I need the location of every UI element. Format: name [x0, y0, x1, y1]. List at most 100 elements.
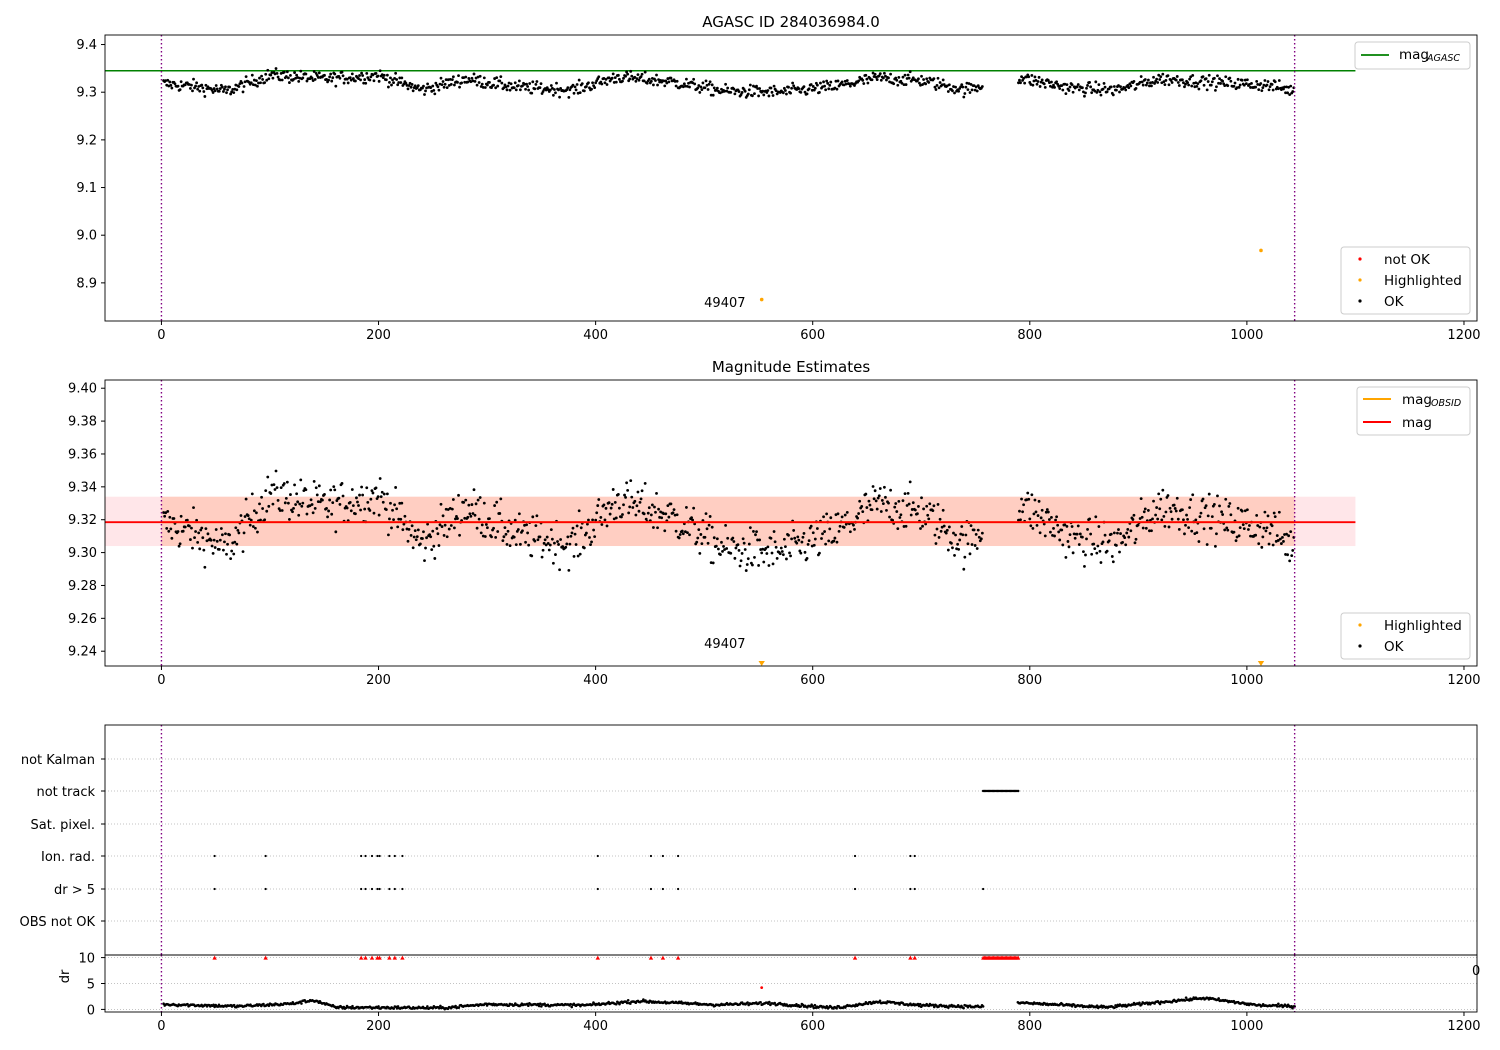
- legend-label: mag: [1402, 392, 1432, 408]
- data-point: [805, 92, 809, 96]
- data-point: [1038, 531, 1042, 535]
- data-point: [1245, 78, 1249, 82]
- data-point: [1193, 532, 1197, 536]
- data-point: [400, 76, 404, 80]
- data-point: [442, 534, 446, 537]
- data-point: [578, 91, 582, 95]
- data-point: [448, 77, 452, 81]
- data-point: [237, 531, 241, 535]
- data-point: [1161, 72, 1165, 76]
- data-point: [975, 89, 979, 93]
- data-point: [625, 481, 629, 485]
- data-point: [1254, 533, 1258, 537]
- data-point: [387, 85, 390, 89]
- data-point: [1056, 523, 1060, 527]
- data-point: [720, 87, 723, 91]
- data-point: [355, 496, 358, 500]
- data-point: [951, 546, 954, 550]
- data-point: [1022, 503, 1026, 507]
- data-point: [466, 515, 470, 519]
- data-point: [431, 529, 435, 533]
- data-point: [1181, 508, 1184, 512]
- data-point: [779, 546, 783, 550]
- data-point: [764, 546, 768, 550]
- data-point: [224, 85, 227, 89]
- data-point: [628, 505, 632, 509]
- data-point: [388, 81, 391, 84]
- data-point: [1046, 79, 1050, 82]
- data-point: [193, 536, 196, 539]
- data-point: [433, 92, 437, 96]
- data-point: [1177, 84, 1181, 87]
- data-point: [318, 500, 322, 504]
- flag-point: [376, 854, 379, 858]
- data-point: [887, 501, 890, 505]
- data-point: [1086, 84, 1089, 87]
- data-point: [447, 83, 451, 87]
- data-point: [549, 84, 553, 87]
- data-point: [1095, 90, 1099, 94]
- data-point: [527, 543, 531, 547]
- dr-point: [1184, 996, 1188, 999]
- data-point: [596, 504, 600, 507]
- data-point: [1265, 526, 1269, 530]
- data-point: [326, 515, 329, 519]
- data-point: [1072, 532, 1076, 536]
- data-point: [1030, 493, 1034, 497]
- data-point: [363, 507, 367, 511]
- y-tick-label: 9.32: [68, 513, 97, 528]
- data-point: [1020, 497, 1023, 501]
- data-point: [876, 496, 880, 500]
- data-point: [1141, 526, 1145, 530]
- data-point: [1084, 91, 1087, 95]
- data-point: [576, 554, 580, 558]
- data-point: [877, 494, 881, 498]
- dr-limit-marker: [912, 955, 917, 960]
- data-point: [299, 478, 303, 482]
- data-point: [708, 80, 712, 84]
- data-point: [894, 502, 898, 505]
- data-point: [1257, 542, 1261, 546]
- data-point: [424, 546, 427, 550]
- data-point: [285, 70, 289, 74]
- data-point: [409, 85, 413, 89]
- data-point: [888, 515, 891, 519]
- data-point: [907, 76, 911, 80]
- data-point: [1026, 491, 1030, 495]
- data-point: [704, 512, 708, 516]
- data-point: [310, 503, 314, 506]
- data-point: [436, 532, 440, 536]
- data-point: [289, 493, 292, 496]
- data-point: [674, 84, 678, 88]
- data-point: [919, 527, 922, 530]
- data-point: [917, 77, 920, 81]
- data-point: [547, 548, 551, 552]
- data-point: [1138, 80, 1142, 84]
- data-point: [902, 83, 906, 87]
- dr-point: [299, 1000, 302, 1003]
- data-point: [538, 86, 542, 90]
- data-point: [1259, 82, 1263, 85]
- data-point: [1234, 539, 1238, 543]
- dr-limit-marker: [675, 955, 681, 960]
- data-point: [395, 507, 399, 511]
- data-point: [840, 515, 844, 519]
- data-point: [178, 88, 182, 92]
- data-point: [1150, 84, 1153, 88]
- data-point: [1224, 497, 1228, 501]
- data-point: [1119, 85, 1122, 89]
- data-point: [977, 535, 981, 539]
- data-point: [1175, 496, 1179, 500]
- data-point: [451, 498, 455, 501]
- data-point: [649, 79, 653, 83]
- data-point: [624, 74, 627, 78]
- data-point: [1164, 510, 1168, 514]
- data-point: [811, 85, 815, 88]
- data-point: [604, 77, 608, 81]
- data-point: [894, 76, 898, 80]
- data-point: [633, 499, 637, 503]
- data-point: [1075, 532, 1079, 536]
- data-point: [298, 502, 302, 506]
- data-point: [270, 71, 274, 75]
- data-point: [1061, 88, 1065, 92]
